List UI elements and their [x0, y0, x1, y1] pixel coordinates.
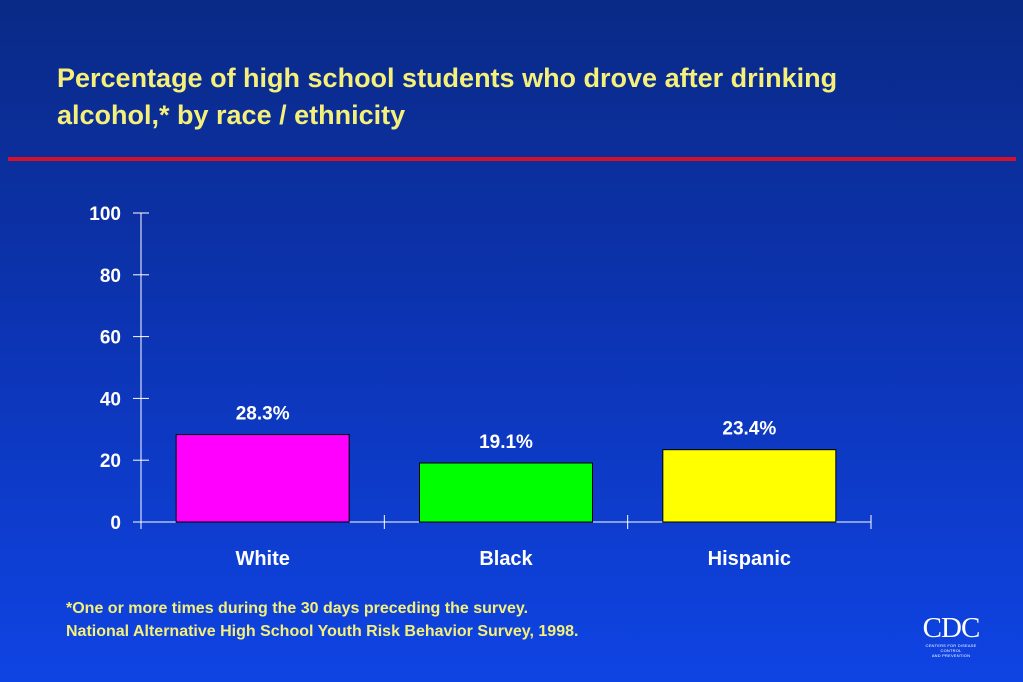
bar-white — [175, 434, 350, 523]
title-line-1: Percentage of high school students who d… — [57, 63, 838, 93]
title-line-2: alcohol,* by race / ethnicity — [57, 100, 406, 130]
y-tick-label: 40 — [100, 389, 121, 410]
x-tick-label-black: Black — [479, 548, 533, 570]
y-tick-label: 60 — [100, 328, 121, 349]
x-tick-label-white: White — [235, 548, 289, 570]
data-label-white: 28.3% — [236, 404, 290, 425]
data-label-black: 19.1% — [479, 432, 533, 453]
bar-hispanic — [662, 449, 837, 523]
y-tick-label: 100 — [89, 204, 121, 225]
bar-black — [419, 462, 593, 523]
footnote: *One or more times during the 30 days pr… — [66, 597, 578, 643]
footnote-line-1: *One or more times during the 30 days pr… — [66, 600, 529, 617]
cdc-logo-wordmark: CDC — [922, 612, 981, 644]
y-tick-label: 0 — [110, 513, 121, 534]
slide-title: Percentage of high school students who d… — [57, 60, 977, 134]
footnote-line-2: National Alternative High School Youth R… — [66, 623, 579, 640]
y-tick-label: 80 — [100, 266, 121, 287]
cdc-logo-tagline-1: CENTERS FOR DISEASE CONTROL — [925, 643, 977, 653]
title-divider — [8, 157, 1016, 161]
x-tick-label-hispanic: Hispanic — [708, 548, 791, 570]
y-tick-label: 20 — [100, 451, 121, 472]
cdc-logo: CDC CENTERS FOR DISEASE CONTROL AND PREV… — [918, 612, 984, 658]
cdc-logo-tagline-2: AND PREVENTION — [931, 653, 971, 658]
data-label-hispanic: 23.4% — [722, 419, 776, 440]
